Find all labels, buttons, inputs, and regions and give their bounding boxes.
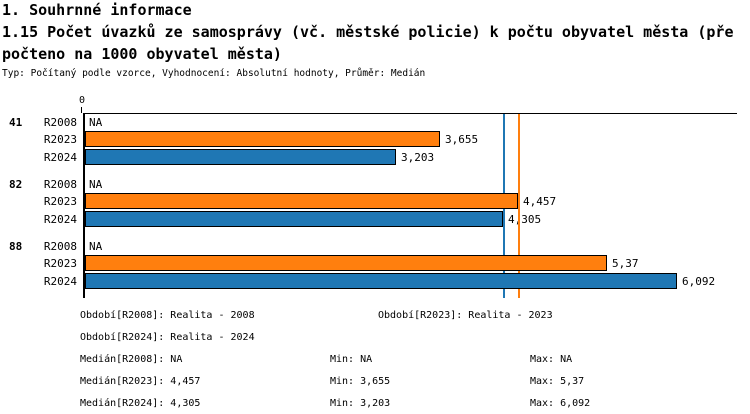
na-value-label: NA (89, 116, 103, 129)
legend-period-r2008: Období[R2008]: Realita - 2008 (80, 310, 255, 321)
legend-period-r2024: Období[R2024]: Realita - 2024 (80, 332, 255, 343)
series-label-r2023: R2023 (43, 257, 77, 270)
na-value-label: NA (89, 178, 103, 191)
legend-period-r2023: Období[R2023]: Realita - 2023 (378, 310, 553, 321)
stat-max-r2008: Max: NA (530, 354, 573, 365)
stat-min-r2008: Min: NA (330, 354, 373, 365)
bar-value-label: 4,305 (508, 213, 542, 226)
bar-r2023 (85, 131, 440, 147)
series-label-r2023: R2023 (43, 195, 77, 208)
na-value-label: NA (89, 240, 103, 253)
stat-median-r2008: Medián[R2008]: NA (80, 354, 183, 365)
indicator-title-line1: 1.15 Počet úvazků ze samosprávy (vč. měs… (2, 23, 734, 41)
series-label-r2008: R2008 (43, 116, 77, 129)
stat-min-r2024: Min: 3,203 (330, 398, 391, 409)
bar-value-label: 3,655 (445, 133, 479, 146)
bar-r2023 (85, 255, 607, 271)
series-label-r2024: R2024 (43, 151, 77, 164)
bar-value-label: 3,203 (401, 151, 435, 164)
group-label: 41 (9, 116, 23, 129)
bar-value-label: 5,37 (612, 257, 639, 270)
axis-zero-label: 0 (78, 95, 86, 106)
stat-median-r2023: Medián[R2023]: 4,457 (80, 376, 201, 387)
bar-value-label: 6,092 (682, 275, 716, 288)
series-label-r2008: R2008 (43, 240, 77, 253)
page-title: 1. Souhrnné informace (2, 1, 192, 19)
stat-max-r2024: Max: 6,092 (530, 398, 591, 409)
group-label: 82 (9, 178, 23, 191)
bar-r2024 (85, 211, 503, 227)
series-label-r2008: R2008 (43, 178, 77, 191)
stat-min-r2023: Min: 3,655 (330, 376, 391, 387)
x-axis-line (83, 113, 737, 114)
bar-value-label: 4,457 (523, 195, 557, 208)
indicator-meta: Typ: Počítaný podle vzorce, Vyhodnocení:… (2, 68, 426, 79)
bar-r2023 (85, 193, 518, 209)
series-label-r2024: R2024 (43, 275, 77, 288)
axis-zero-tick (81, 107, 82, 113)
median-line-r2023 (518, 113, 520, 298)
series-label-r2024: R2024 (43, 213, 77, 226)
series-label-r2023: R2023 (43, 133, 77, 146)
y-axis-line (83, 113, 85, 298)
stat-max-r2023: Max: 5,37 (530, 376, 585, 387)
bar-r2024 (85, 273, 677, 289)
group-label: 88 (9, 240, 23, 253)
indicator-title-line2: počteno na 1000 obyvatel města) (2, 45, 282, 63)
bar-r2024 (85, 149, 396, 165)
stat-median-r2024: Medián[R2024]: 4,305 (80, 398, 201, 409)
